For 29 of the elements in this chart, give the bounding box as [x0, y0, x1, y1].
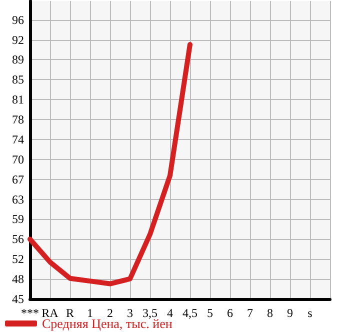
y-tick-label: 52 — [12, 252, 24, 266]
x-tick-label: 9 — [287, 306, 293, 320]
y-tick-label: 85 — [12, 72, 24, 87]
x-tick-label: 4 — [167, 306, 173, 320]
y-tick-label: 59 — [12, 212, 24, 226]
x-tick-label: 5 — [207, 306, 213, 320]
y-tick-label: 92 — [12, 32, 24, 47]
x-tick-label: R — [66, 306, 74, 320]
x-tick-label: *** — [21, 306, 39, 320]
y-tick-label: 63 — [12, 192, 24, 206]
x-tick-label: 4,5 — [182, 306, 198, 320]
x-tick-label: 8 — [267, 306, 273, 320]
y-tick-label: 74 — [12, 132, 24, 147]
y-tick-label: 56 — [12, 232, 24, 246]
y-tick-label: 89 — [12, 52, 24, 67]
x-tick-label: 2 — [107, 306, 113, 320]
x-tick-label: 6 — [227, 306, 233, 320]
x-tick-label: 7 — [247, 306, 253, 320]
y-tick-label: 45 — [12, 292, 24, 306]
y-tick-label: 78 — [12, 112, 24, 127]
x-tick-label: 1 — [87, 306, 93, 320]
x-tick-label: RA — [42, 306, 59, 320]
y-tick-label: 70 — [12, 152, 24, 166]
y-tick-label: 67 — [12, 172, 24, 186]
x-tick-label: 3 — [127, 306, 133, 320]
y-tick-label: 81 — [12, 92, 24, 107]
y-tick-label: 96 — [12, 12, 24, 27]
y-tick-label: 48 — [12, 272, 24, 286]
x-tick-label: s — [308, 306, 313, 320]
